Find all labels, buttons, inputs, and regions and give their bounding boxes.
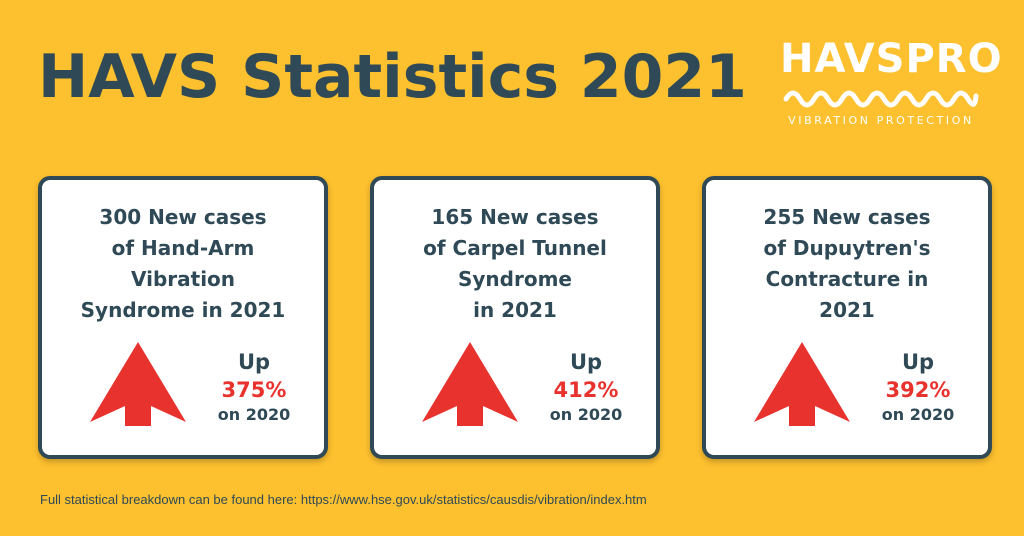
wave-icon — [783, 90, 979, 108]
card-line: of Dupuytren's — [763, 236, 931, 260]
card-line: of Carpel Tunnel — [423, 236, 607, 260]
stat-card-dupuytrens: 255 New cases of Dupuytren's Contracture… — [702, 176, 992, 459]
card-line: 300 New cases — [99, 205, 267, 229]
stat-increase: Up 412% on 2020 — [536, 348, 636, 426]
arrow-up-icon — [754, 342, 850, 426]
stat-comparison: on 2020 — [217, 405, 291, 424]
stat-up-label: Up — [901, 350, 935, 374]
stat-percent: 392% — [885, 378, 951, 402]
stat-percent: 375% — [221, 378, 287, 402]
card-description: 300 New cases of Hand-Arm Vibration Synd… — [42, 202, 324, 326]
stat-up-label: Up — [237, 350, 271, 374]
stat-increase: Up 392% on 2020 — [868, 348, 968, 426]
source-footnote: Full statistical breakdown can be found … — [40, 492, 647, 507]
arrow-up-icon — [422, 342, 518, 426]
stat-card-carpal-tunnel: 165 New cases of Carpel Tunnel Syndrome … — [370, 176, 660, 459]
page-title: HAVS Statistics 2021 — [38, 42, 747, 112]
arrow-up-icon — [90, 342, 186, 426]
havspro-logo: HAVSPRO VIBRATION PROTECTION — [780, 36, 1003, 136]
card-line: 255 New cases — [763, 205, 931, 229]
stat-increase: Up 375% on 2020 — [204, 348, 304, 426]
stat-up-label: Up — [569, 350, 603, 374]
card-line: 165 New cases — [431, 205, 599, 229]
card-line: of Hand-Arm — [111, 236, 255, 260]
card-description: 255 New cases of Dupuytren's Contracture… — [706, 202, 988, 326]
logo-wordmark: HAVSPRO — [780, 36, 1003, 82]
stat-card-havs: 300 New cases of Hand-Arm Vibration Synd… — [38, 176, 328, 459]
card-line: 2021 — [819, 298, 875, 322]
card-line: Syndrome in 2021 — [80, 298, 286, 322]
stat-percent: 412% — [553, 378, 619, 402]
card-description: 165 New cases of Carpel Tunnel Syndrome … — [374, 202, 656, 326]
stat-comparison: on 2020 — [549, 405, 623, 424]
card-line: in 2021 — [473, 298, 557, 322]
stat-comparison: on 2020 — [881, 405, 955, 424]
card-line: Vibration — [130, 267, 236, 291]
card-line: Syndrome — [457, 267, 572, 291]
logo-tagline: VIBRATION PROTECTION — [788, 114, 974, 127]
card-line: Contracture in — [765, 267, 929, 291]
